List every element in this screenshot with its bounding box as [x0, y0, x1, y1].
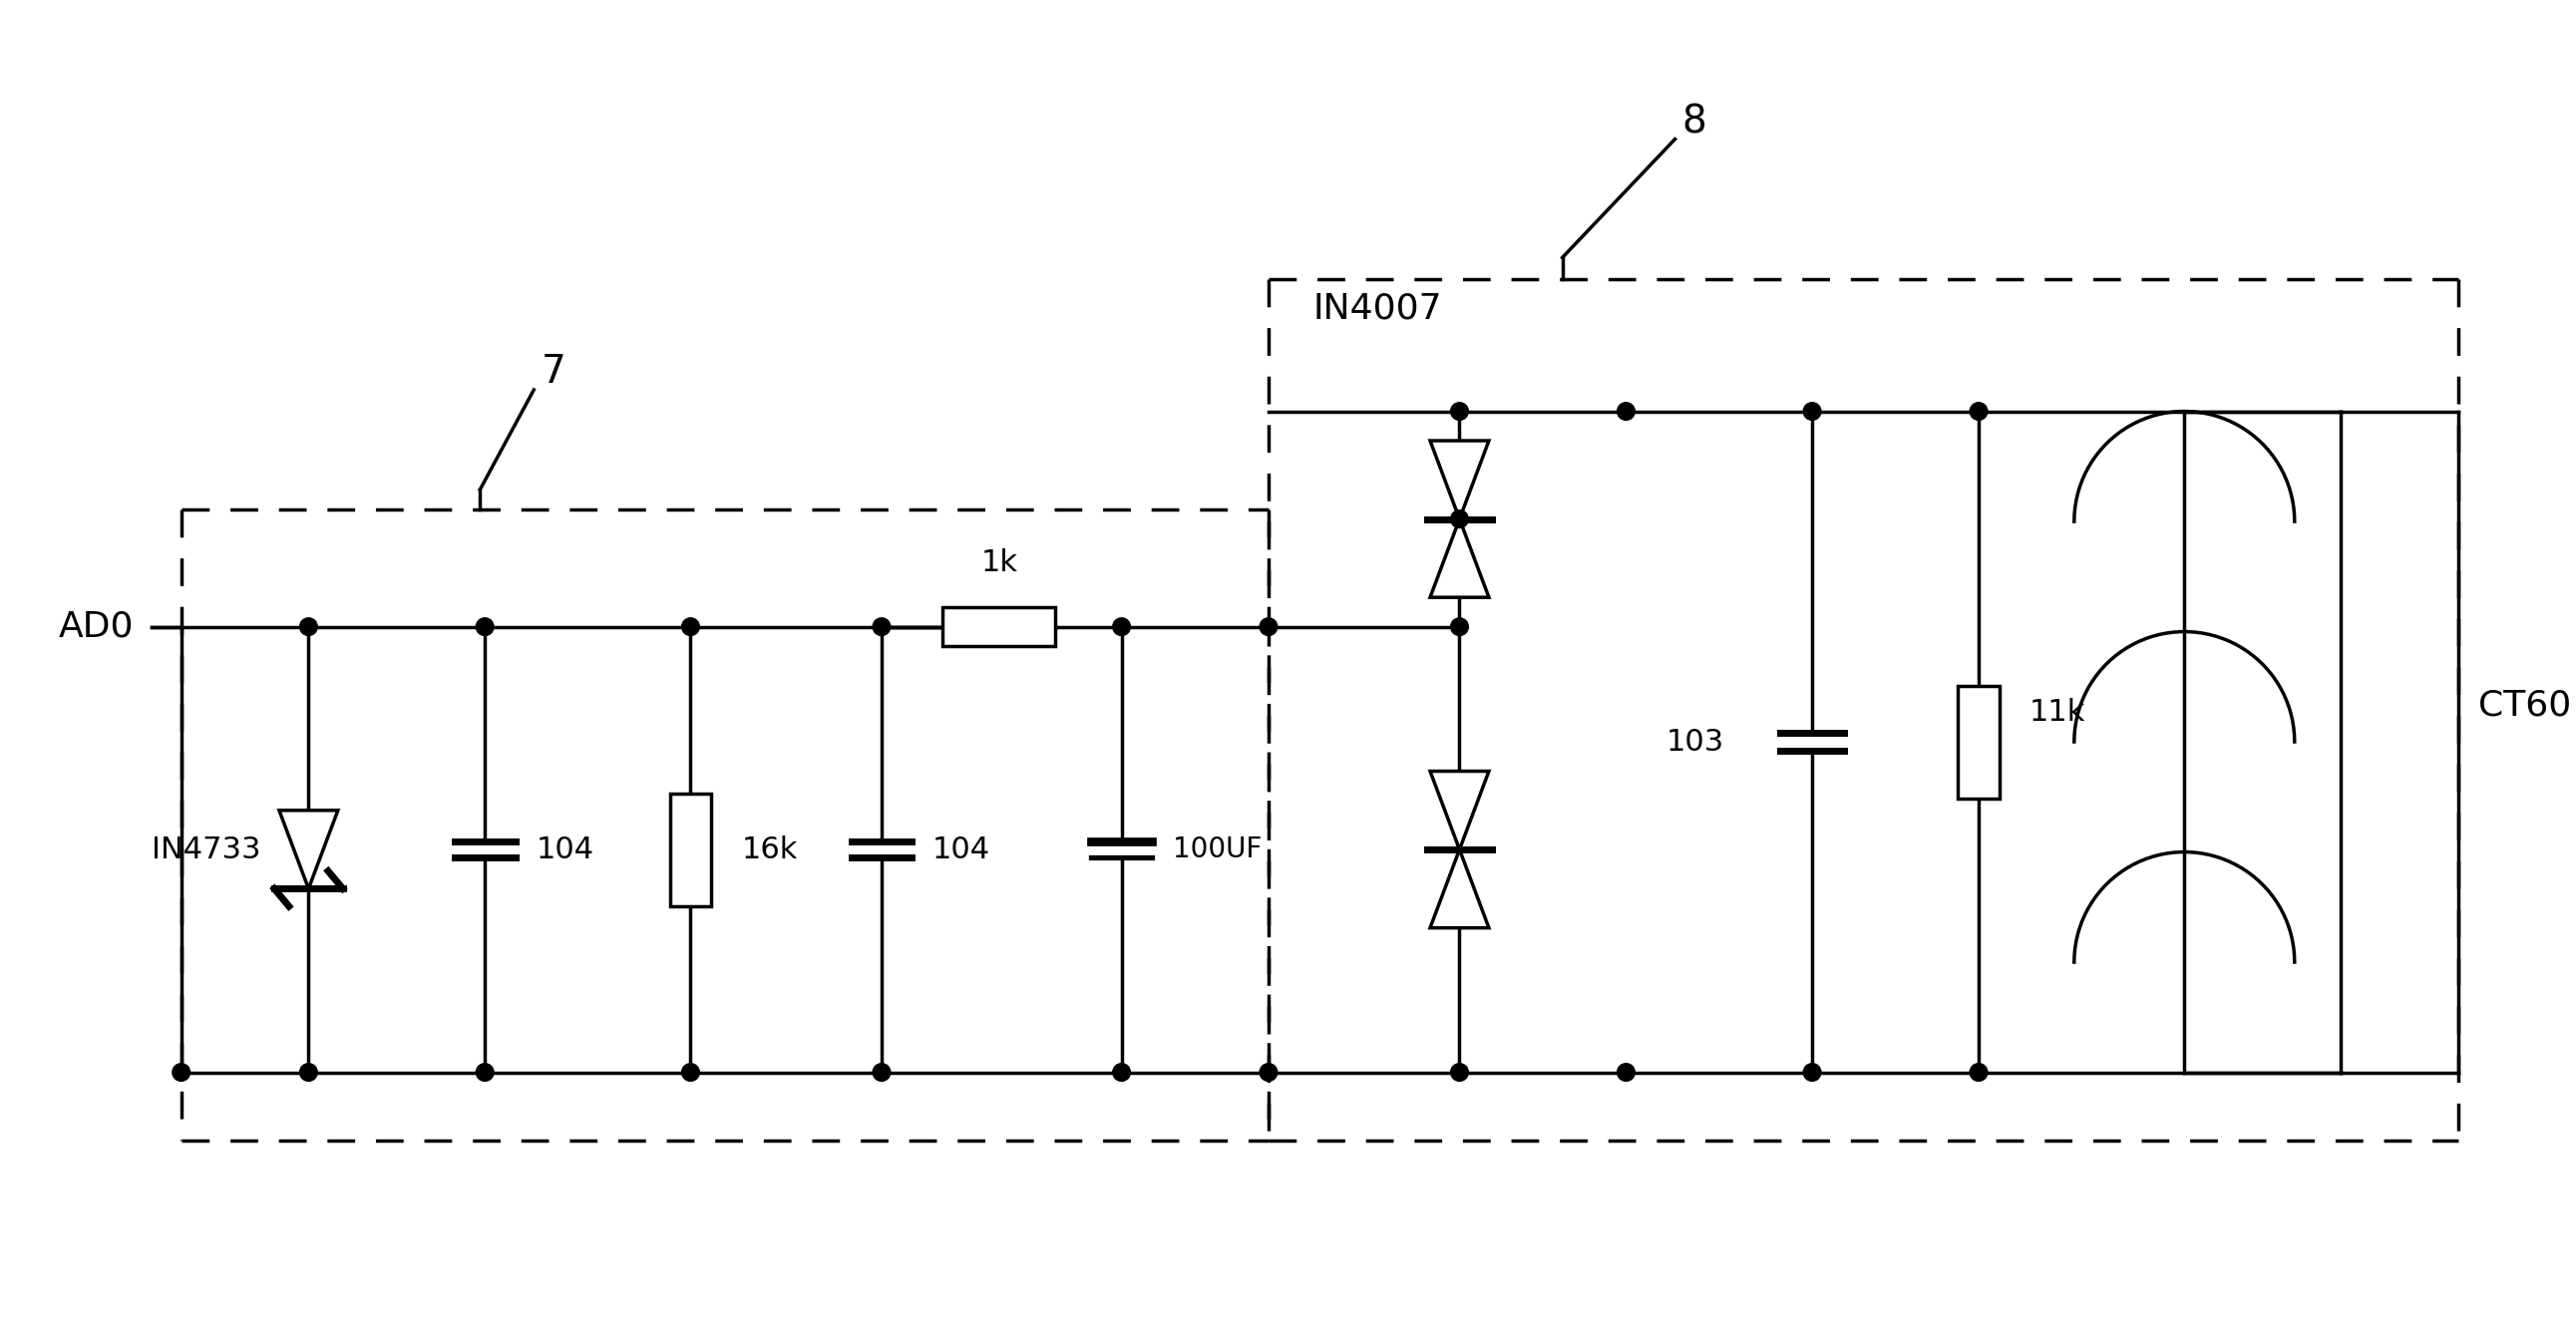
Text: 16k: 16k	[742, 835, 799, 865]
Polygon shape	[1430, 850, 1489, 928]
Circle shape	[1971, 402, 1989, 420]
Circle shape	[1803, 1063, 1821, 1082]
Text: AD0: AD0	[59, 610, 134, 643]
Circle shape	[1450, 510, 1468, 528]
Polygon shape	[1430, 519, 1489, 597]
Text: 104: 104	[933, 835, 992, 865]
Circle shape	[477, 618, 495, 636]
Text: 11k: 11k	[2030, 698, 2087, 727]
Circle shape	[1618, 1063, 1636, 1082]
Bar	[1958, 686, 1999, 798]
Text: 8: 8	[1682, 103, 1708, 142]
Circle shape	[173, 1063, 191, 1082]
Circle shape	[1971, 1063, 1989, 1082]
Circle shape	[1803, 402, 1821, 420]
Circle shape	[1450, 1063, 1468, 1082]
Text: 103: 103	[1667, 727, 1723, 756]
Text: 7: 7	[541, 354, 567, 391]
Circle shape	[683, 1063, 701, 1082]
Text: 104: 104	[536, 835, 595, 865]
Circle shape	[1113, 1063, 1131, 1082]
Text: IN4733: IN4733	[152, 835, 260, 865]
Text: IN4007: IN4007	[1314, 291, 1443, 326]
Circle shape	[299, 1063, 317, 1082]
Circle shape	[299, 618, 317, 636]
Bar	[943, 608, 1056, 646]
Circle shape	[1450, 618, 1468, 636]
Circle shape	[477, 1063, 495, 1082]
Circle shape	[873, 618, 891, 636]
Text: CT60: CT60	[2478, 688, 2571, 722]
Circle shape	[1618, 402, 1636, 420]
Circle shape	[1113, 618, 1131, 636]
Circle shape	[1450, 402, 1468, 420]
Text: 100UF: 100UF	[1172, 835, 1262, 863]
Polygon shape	[1430, 441, 1489, 519]
Circle shape	[1260, 618, 1278, 636]
Bar	[670, 793, 711, 906]
Circle shape	[683, 618, 701, 636]
Polygon shape	[1430, 771, 1489, 850]
Polygon shape	[278, 810, 337, 888]
Text: 1k: 1k	[981, 548, 1018, 577]
Circle shape	[873, 1063, 891, 1082]
Circle shape	[1260, 1063, 1278, 1082]
